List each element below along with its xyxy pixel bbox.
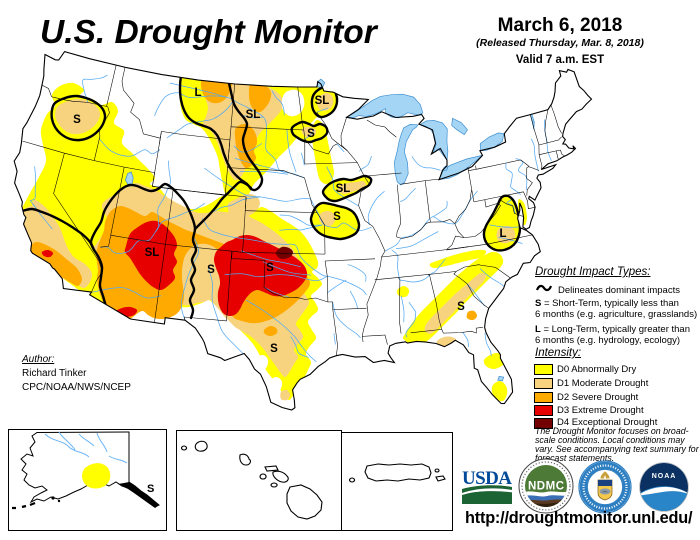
svg-text:NOAA: NOAA: [652, 473, 677, 480]
svg-text:SL: SL: [336, 183, 351, 195]
svg-text:S: S: [73, 114, 81, 126]
svg-text:S: S: [147, 483, 154, 495]
svg-text:S: S: [307, 128, 315, 140]
svg-text:NDMC: NDMC: [528, 481, 564, 493]
svg-text:SL: SL: [246, 109, 261, 121]
svg-text:S: S: [457, 301, 465, 313]
svg-text:L: L: [499, 228, 506, 240]
svg-text:L: L: [194, 87, 201, 99]
svg-text:S: S: [266, 262, 274, 274]
svg-text:SL: SL: [315, 95, 330, 107]
svg-text:S: S: [333, 211, 341, 223]
svg-text:SL: SL: [145, 247, 160, 259]
svg-text:USDA: USDA: [462, 468, 512, 489]
svg-text:S: S: [207, 264, 215, 276]
svg-text:S: S: [270, 343, 278, 355]
